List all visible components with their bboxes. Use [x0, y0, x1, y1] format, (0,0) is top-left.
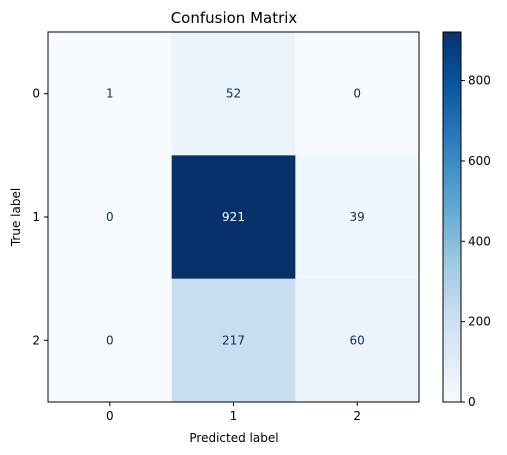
cell-value-label: 60	[350, 333, 365, 347]
x-axis-label: Predicted label	[189, 431, 278, 445]
x-tick-label: 0	[106, 409, 114, 423]
colorbar-tick-label: 400	[468, 234, 491, 248]
heatmap-cell	[48, 155, 173, 280]
heatmap-cell	[295, 32, 420, 156]
heatmap-cell	[171, 278, 296, 403]
cell-value-label: 39	[350, 210, 365, 224]
heatmap-cell	[171, 155, 296, 280]
colorbar-tick-label: 800	[468, 74, 491, 88]
cell-value-label: 921	[222, 210, 245, 224]
y-axis-label: True label	[9, 188, 23, 247]
heatmap-cell	[295, 278, 420, 403]
cell-value-label: 1	[106, 87, 114, 101]
heatmap-cell	[48, 278, 173, 403]
colorbar-tick-label: 600	[468, 154, 491, 168]
cell-value-label: 217	[222, 333, 245, 347]
colorbar-tick-label: 200	[468, 315, 491, 329]
colorbar-tick-label: 0	[468, 395, 476, 409]
x-tick-label: 1	[230, 409, 238, 423]
cell-value-label: 0	[106, 210, 114, 224]
cell-value-label: 0	[353, 87, 361, 101]
heatmap-cells	[48, 32, 420, 403]
heatmap-cell	[295, 155, 420, 280]
y-tick-label: 0	[32, 87, 40, 101]
x-axis-ticks: 0 1 2	[106, 402, 361, 423]
y-axis-ticks: 0 1 2	[32, 87, 48, 347]
chart-title: Confusion Matrix	[171, 9, 298, 27]
heatmap-cell	[48, 32, 173, 156]
y-tick-label: 2	[32, 333, 40, 347]
colorbar	[442, 31, 462, 403]
heatmap-cell-labels: 1 52 0 0 921 39 0 217 60	[106, 87, 365, 348]
y-tick-label: 1	[32, 210, 40, 224]
heatmap-cell	[171, 32, 296, 156]
cell-value-label: 0	[106, 333, 114, 347]
x-tick-label: 2	[353, 409, 361, 423]
colorbar-ticks: 0 200 400 600 800	[461, 74, 491, 409]
cell-value-label: 52	[226, 87, 241, 101]
